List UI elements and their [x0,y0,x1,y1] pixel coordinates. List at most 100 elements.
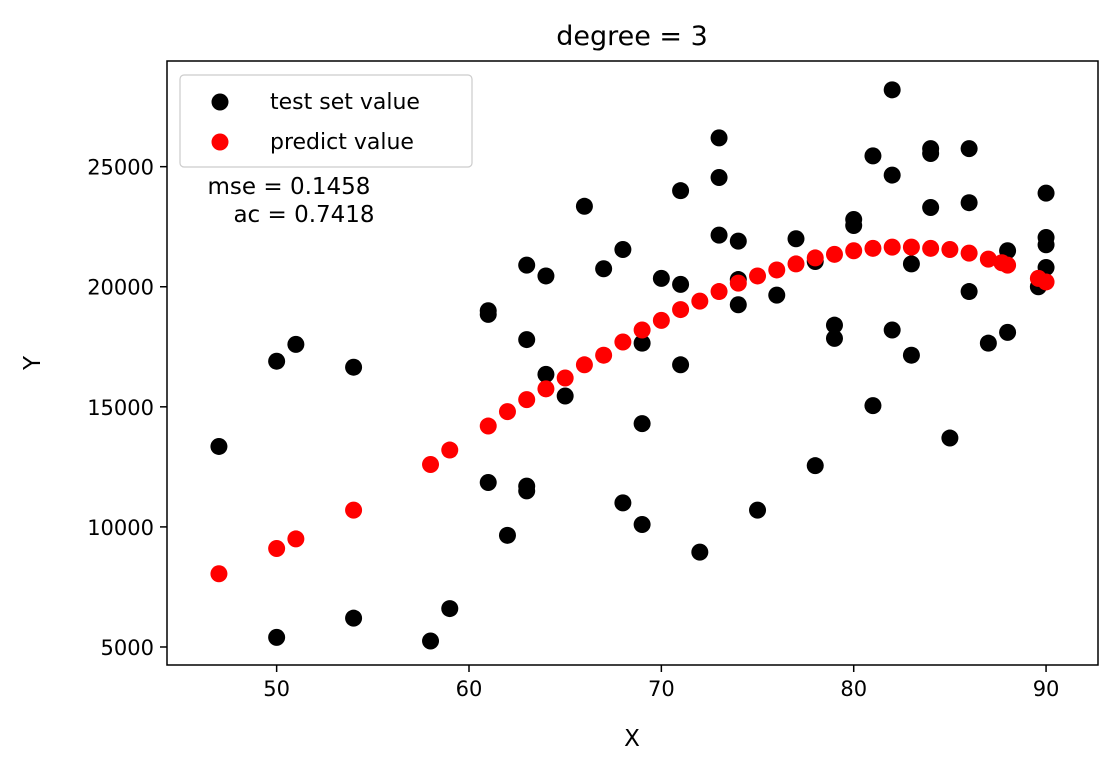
test-set-point [210,437,228,455]
predict-point [268,540,286,558]
test-set-point [518,256,536,274]
predict-point [691,292,709,310]
legend-marker-test [211,93,229,111]
test-set-point [902,346,920,364]
test-set-point [633,516,651,534]
x-tick-label: 90 [1033,677,1060,701]
test-set-point [825,316,843,334]
test-set-point [1037,236,1055,254]
test-set-point [287,335,305,353]
legend-label-predict: predict value [270,130,414,155]
predict-point [729,274,747,292]
legend: test set value predict value [179,74,473,168]
predict-point [672,301,690,319]
predict-point [537,380,555,398]
test-set-point [691,543,709,561]
x-tick-label: 80 [840,677,867,701]
y-tick-label: 25000 [87,156,154,180]
y-tick-label: 15000 [87,396,154,420]
y-tick-label: 10000 [87,516,154,540]
predict-point [441,441,459,459]
test-set-point [479,473,497,491]
axis-ticks: 50 60 70 80 90 5000 10000 15000 20000 25000 [87,156,1059,701]
test-set-point [518,331,536,349]
predict-point [979,250,997,268]
test-set-point [652,269,670,287]
test-set-point [941,429,959,447]
mse-annotation: mse = 0.1458 [208,174,371,200]
predict-point [518,391,536,409]
test-set-point [345,609,363,627]
x-tick-label: 60 [456,677,483,701]
predict-point [210,565,228,583]
test-set-point [614,241,632,259]
test-set-point [729,296,747,314]
legend-label-test: test set value [270,90,420,115]
test-set-point [575,197,593,215]
predict-point [806,249,824,267]
test-set-point [729,232,747,250]
test-set-point [537,365,555,383]
test-set-point [960,283,978,301]
test-set-point [498,526,516,544]
predict-point [498,403,516,421]
predict-point [479,417,497,435]
test-set-point [1037,184,1055,202]
test-set-point [710,168,728,186]
test-set-point [422,632,440,650]
test-set-point [710,226,728,244]
test-set-point [595,260,613,278]
test-set-point [999,323,1017,341]
predict-point [902,238,920,256]
data-points [210,81,1055,650]
predict-point [1037,273,1055,291]
predict-point [422,455,440,473]
predict-point [864,239,882,257]
test-set-series [210,81,1055,650]
test-set-point [922,144,940,162]
ac-annotation: ac = 0.7418 [233,202,374,228]
test-set-point [633,415,651,433]
test-set-point [749,501,767,519]
predict-point [287,530,305,548]
test-set-point [768,286,786,304]
test-set-point [960,140,978,158]
plot-frame [166,60,1099,666]
legend-box [179,74,473,168]
test-set-point [441,600,459,618]
test-set-point [672,182,690,200]
x-axis-label: X [624,726,640,752]
predict-point [595,346,613,364]
predict-point [845,242,863,260]
test-set-point [672,356,690,374]
chart-title: degree = 3 [556,21,708,52]
test-set-point [825,329,843,347]
test-set-point [710,129,728,147]
test-set-point [922,198,940,216]
legend-marker-predict [211,133,229,151]
predict-point [922,239,940,257]
predict-point [825,245,843,263]
test-set-point [345,358,363,376]
test-set-point [979,334,997,352]
predict-point [999,256,1017,274]
y-tick-label: 20000 [87,276,154,300]
y-tick-label: 5000 [101,636,154,660]
test-set-point [845,217,863,235]
predict-point [575,356,593,374]
test-set-point [960,194,978,212]
y-axis-label: Y [20,355,46,371]
test-set-point [268,628,286,646]
predict-point [345,501,363,519]
x-tick-label: 50 [263,677,290,701]
test-set-point [556,387,574,405]
predict-point [787,255,805,273]
predict-point [883,238,901,256]
predict-point [633,321,651,339]
predict-point [652,311,670,329]
predict-point [941,241,959,259]
test-set-point [806,457,824,475]
test-set-point [537,267,555,285]
test-set-point [268,352,286,370]
test-set-point [787,230,805,248]
